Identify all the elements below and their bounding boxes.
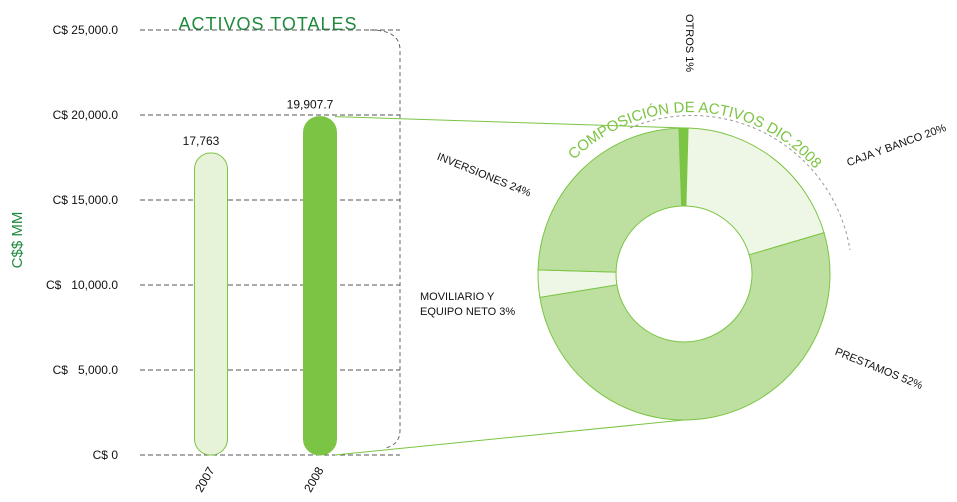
y-axis-label: C$$ MM	[9, 212, 26, 269]
bracket	[369, 29, 401, 449]
y-tick-label: C$ 10,000.0	[46, 278, 118, 292]
slice-label-text: OTROS	[683, 14, 695, 54]
x-tick-label: 2008	[301, 464, 327, 494]
y-tick-label: C$ 25,000.0	[53, 23, 119, 37]
y-tick-label: C$ 20,000.0	[53, 108, 119, 122]
bar	[303, 116, 337, 456]
y-tick-label: C$ 15,000.0	[53, 193, 119, 207]
slice-label: OTROS 1%	[681, 14, 696, 104]
bar	[194, 152, 228, 456]
slice-label: MOVILIARIO Y EQUIPO NETO 3%	[420, 290, 530, 320]
slice-label-text: MOVILIARIO Y EQUIPO NETO	[420, 291, 497, 318]
y-tick-label: C$ 0	[93, 448, 119, 462]
slice-label-text: 3%	[499, 306, 516, 318]
bar-title: ACTIVOS TOTALES	[178, 14, 357, 34]
slice-label-text: 1%	[683, 56, 695, 73]
value-label: 17,763	[183, 134, 220, 148]
donut-slice	[537, 127, 683, 273]
title-arc	[629, 114, 851, 251]
connector	[334, 116, 685, 129]
donut-slice	[685, 127, 825, 256]
value-label: 19,907.7	[287, 98, 334, 112]
connector	[334, 419, 685, 456]
y-tick-label: C$ 5,000.0	[53, 363, 119, 377]
donut-slice	[539, 232, 831, 421]
x-tick-label: 2007	[192, 464, 218, 494]
